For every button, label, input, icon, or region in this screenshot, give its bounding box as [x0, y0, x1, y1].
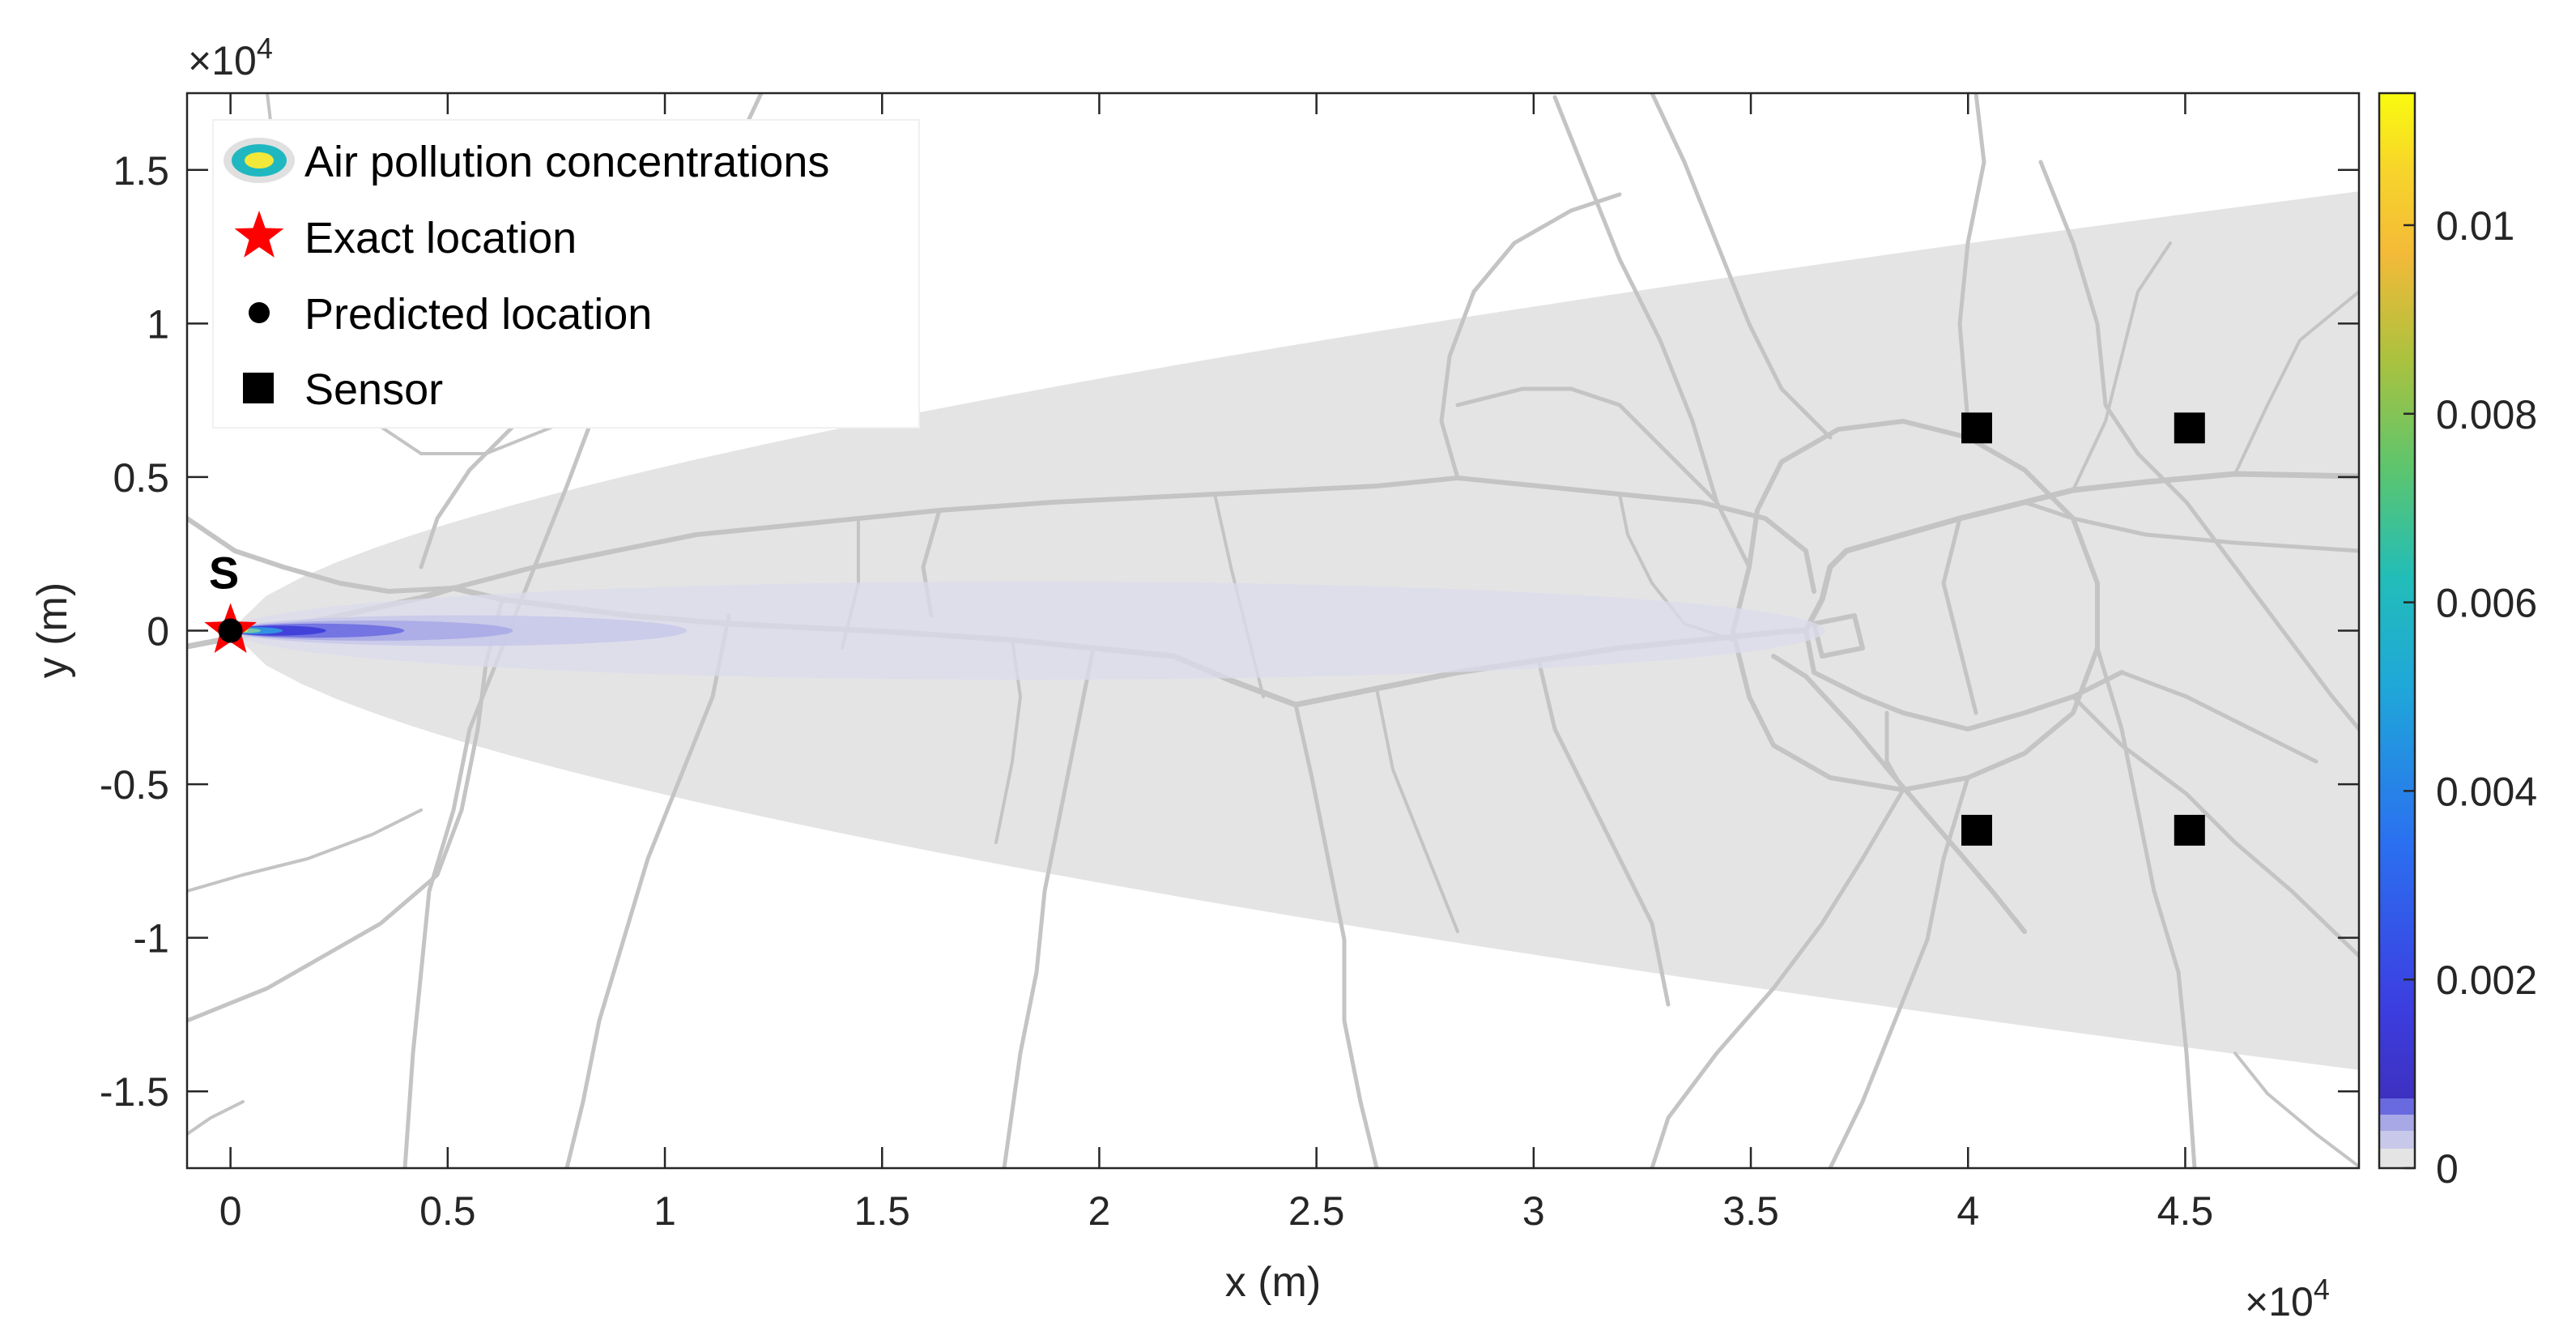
y-tick-label-6: -1.5	[100, 1069, 169, 1115]
x-axis-label: x (m)	[1225, 1259, 1321, 1306]
sensor-marker-2	[1961, 814, 1992, 846]
x-tick-label-0: 0	[219, 1188, 242, 1234]
colorbar-low-band-3	[2379, 1115, 2415, 1131]
y-tick-label-2: 0.5	[113, 455, 169, 501]
y-tick-label-0: 1.5	[113, 148, 169, 194]
colorbar-tick-label-3: 0.006	[2436, 581, 2537, 626]
legend-label-exact: Exact location	[304, 214, 577, 262]
x-tick-label-4: 2	[1088, 1188, 1111, 1234]
x-exponent-label: ×104	[2245, 1273, 2330, 1324]
source-markers: S	[204, 548, 257, 653]
y-exponent-label: ×104	[188, 32, 273, 83]
sensor-marker-3	[2174, 814, 2205, 846]
y-exponent-base: ×10	[188, 38, 257, 83]
colorbar-low-band-1	[2379, 1149, 2415, 1168]
colorbar: 0 0.002 0.004 0.006 0.008 0.01	[2378, 92, 2537, 1192]
legend-box	[212, 119, 920, 429]
legend-item-sensor: Sensor	[243, 365, 443, 414]
y-tick-label-1: 1	[147, 301, 169, 347]
colorbar-tick-label-5: 0.01	[2436, 203, 2514, 249]
colorbar-tick-label-1: 0.002	[2436, 958, 2537, 1003]
x-tick-label-5: 2.5	[1288, 1188, 1345, 1234]
y-tick-label-3: 0	[147, 609, 169, 655]
legend: Air pollution concentrations Exact locat…	[212, 119, 920, 429]
legend-item-predicted: Predicted location	[249, 290, 652, 339]
colorbar-tick-label-4: 0.008	[2436, 392, 2537, 437]
sensor-markers	[1961, 412, 2205, 846]
y-tick-label-5: -1	[134, 916, 169, 962]
x-axis-ticks: 0 0.5 1 1.5 2 2.5 3 3.5 4 4.5	[219, 93, 2213, 1234]
x-exponent-power: 4	[2314, 1273, 2330, 1306]
legend-label-concentrations: Air pollution concentrations	[304, 138, 829, 186]
colorbar-low-band-4	[2379, 1098, 2415, 1115]
black-dot-icon	[249, 302, 270, 323]
x-tick-label-6: 3	[1522, 1188, 1545, 1234]
colorbar-tick-label-2: 0.004	[2436, 769, 2537, 814]
y-exponent-power: 4	[257, 32, 273, 65]
y-tick-label-4: -0.5	[100, 762, 169, 808]
legend-label-predicted: Predicted location	[304, 290, 652, 339]
colorbar-tick-label-0: 0	[2436, 1146, 2459, 1192]
sensor-marker-0	[1961, 412, 1992, 444]
legend-label-sensor: Sensor	[304, 365, 443, 414]
x-exponent-base: ×10	[2245, 1279, 2314, 1324]
x-tick-label-3: 1.5	[854, 1188, 910, 1234]
legend-item-exact: Exact location	[234, 211, 577, 262]
x-tick-label-2: 1	[654, 1188, 676, 1234]
plume-contour-0	[230, 581, 1825, 680]
x-tick-label-9: 4.5	[2157, 1188, 2214, 1234]
red-star-icon	[234, 211, 284, 258]
x-tick-label-7: 3.5	[1722, 1188, 1779, 1234]
y-axis-ticks: 1.5 1 0.5 0 -0.5 -1 -1.5	[100, 148, 2359, 1115]
x-tick-label-8: 4	[1956, 1188, 1979, 1234]
source-label: S	[209, 548, 239, 599]
concentration-ellipse-icon	[224, 138, 295, 183]
y-axis-label: y (m)	[29, 582, 76, 678]
colorbar-gradient	[2379, 93, 2415, 1168]
svg-text:×104: ×104	[188, 32, 273, 83]
x-tick-label-1: 0.5	[419, 1188, 476, 1234]
colorbar-ticks: 0 0.002 0.004 0.006 0.008 0.01	[2404, 203, 2537, 1192]
plume-contours	[230, 581, 1825, 680]
colorbar-frame	[2378, 92, 2416, 1170]
legend-item-concentrations: Air pollution concentrations	[224, 138, 829, 186]
predicted-location-dot-icon	[218, 618, 243, 643]
colorbar-low-band-2	[2379, 1131, 2415, 1149]
svg-text:×104: ×104	[2245, 1273, 2330, 1324]
sensor-marker-1	[2174, 412, 2205, 444]
black-square-icon	[243, 373, 274, 403]
